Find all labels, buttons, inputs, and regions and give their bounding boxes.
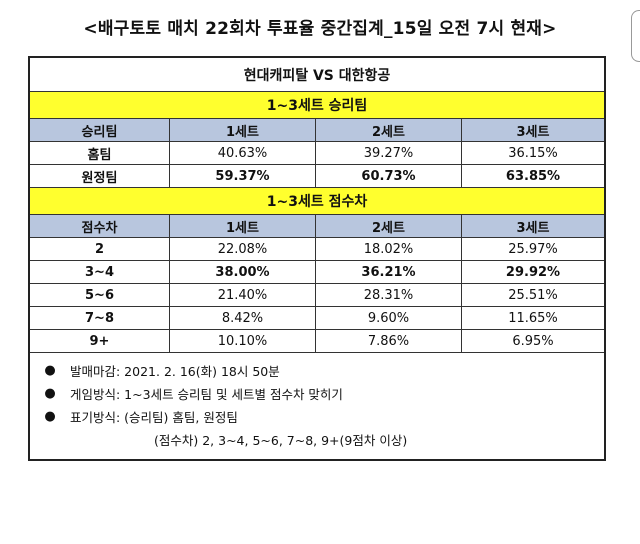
value-cell: 38.00% — [170, 261, 316, 283]
note-deadline: ● 발매마감: 2021. 2. 16(화) 18시 50분 — [30, 359, 604, 382]
row-label: 3~4 — [30, 261, 170, 283]
vote-table: 현대캐피탈 VS 대한항공 1~3세트 승리팀 승리팀 1세트 2세트 3세트 … — [28, 56, 606, 461]
note-text: 표기방식: (승리팀) 홈팀, 원정팀 — [70, 410, 238, 425]
win-header-row: 승리팀 1세트 2세트 3세트 — [30, 119, 604, 142]
bullet-icon: ● — [44, 386, 56, 401]
value-cell: 22.08% — [170, 238, 316, 260]
note-marking-sub: (점수차) 2, 3~4, 5~6, 7~8, 9+(9점차 이상) — [154, 433, 408, 448]
table-row: 2 22.08% 18.02% 25.97% — [30, 238, 604, 261]
header-cell: 승리팀 — [30, 119, 170, 141]
match-title: 현대캐피탈 VS 대한항공 — [30, 58, 604, 92]
header-cell: 2세트 — [316, 119, 462, 141]
page-title: <배구토토 매치 22회차 투표율 중간집계_15일 오전 7시 현재> — [83, 19, 557, 39]
edge-tab-decoration — [631, 10, 640, 62]
row-label: 7~8 — [30, 307, 170, 329]
table-row: 홈팀 40.63% 39.27% 36.15% — [30, 142, 604, 165]
table-row: 3~4 38.00% 36.21% 29.92% — [30, 261, 604, 284]
table-row: 7~8 8.42% 9.60% 11.65% — [30, 307, 604, 330]
value-cell: 25.97% — [508, 241, 558, 257]
note-text: 게임방식: 1~3세트 승리팀 및 세트별 점수차 맞히기 — [70, 387, 343, 402]
value-cell: 7.86% — [316, 330, 462, 352]
diff-section-title: 1~3세트 점수차 — [30, 188, 604, 215]
value-cell: 18.02% — [316, 238, 462, 260]
table-row: 9+ 10.10% 7.86% 6.95% — [30, 330, 604, 353]
value-cell: 40.63% — [170, 142, 316, 164]
value-cell: 59.37% — [170, 165, 316, 187]
row-label: 9+ — [30, 330, 170, 352]
header-cell: 3세트 — [516, 220, 550, 236]
note-method: ● 게임방식: 1~3세트 승리팀 및 세트별 점수차 맞히기 — [30, 382, 604, 405]
header-cell: 1세트 — [170, 119, 316, 141]
value-cell: 36.15% — [508, 145, 558, 161]
value-cell: 9.60% — [316, 307, 462, 329]
notes: ● 발매마감: 2021. 2. 16(화) 18시 50분 ● 게임방식: 1… — [30, 353, 604, 459]
value-cell: 36.21% — [316, 261, 462, 283]
bullet-icon: ● — [44, 409, 56, 424]
value-cell: 63.85% — [505, 168, 561, 184]
diff-header-row: 점수차 1세트 2세트 3세트 — [30, 215, 604, 238]
value-cell: 10.10% — [170, 330, 316, 352]
value-cell: 8.42% — [170, 307, 316, 329]
bullet-icon: ● — [44, 363, 56, 378]
value-cell: 28.31% — [316, 284, 462, 306]
header-cell: 점수차 — [30, 215, 170, 237]
value-cell: 6.95% — [512, 333, 554, 349]
header-cell: 1세트 — [170, 215, 316, 237]
value-cell: 29.92% — [505, 264, 561, 280]
note-marking: ● 표기방식: (승리팀) 홈팀, 원정팀 — [30, 405, 604, 428]
header-cell: 2세트 — [316, 215, 462, 237]
value-cell: 21.40% — [170, 284, 316, 306]
value-cell: 25.51% — [508, 287, 558, 303]
table-row: 5~6 21.40% 28.31% 25.51% — [30, 284, 604, 307]
note-text: 발매마감: 2021. 2. 16(화) 18시 50분 — [70, 364, 280, 379]
row-label: 5~6 — [30, 284, 170, 306]
table-row: 원정팀 59.37% 60.73% 63.85% — [30, 165, 604, 188]
value-cell: 60.73% — [316, 165, 462, 187]
win-section-title: 1~3세트 승리팀 — [30, 92, 604, 119]
value-cell: 39.27% — [316, 142, 462, 164]
header-cell: 3세트 — [516, 124, 550, 140]
value-cell: 11.65% — [508, 310, 558, 326]
row-label: 홈팀 — [30, 142, 170, 164]
row-label: 원정팀 — [30, 165, 170, 187]
row-label: 2 — [30, 238, 170, 260]
